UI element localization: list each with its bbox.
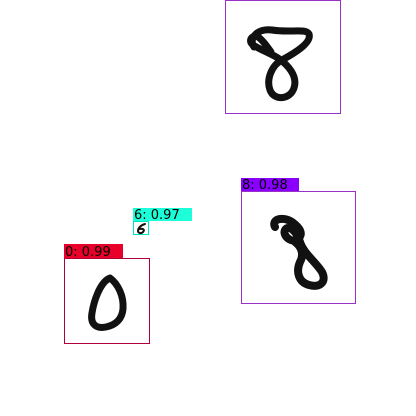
detection-label: 8: 0.98: [242, 178, 288, 193]
detection-label: 0: 0.99: [65, 245, 111, 260]
detection-label: 6: 0.97: [134, 208, 180, 223]
